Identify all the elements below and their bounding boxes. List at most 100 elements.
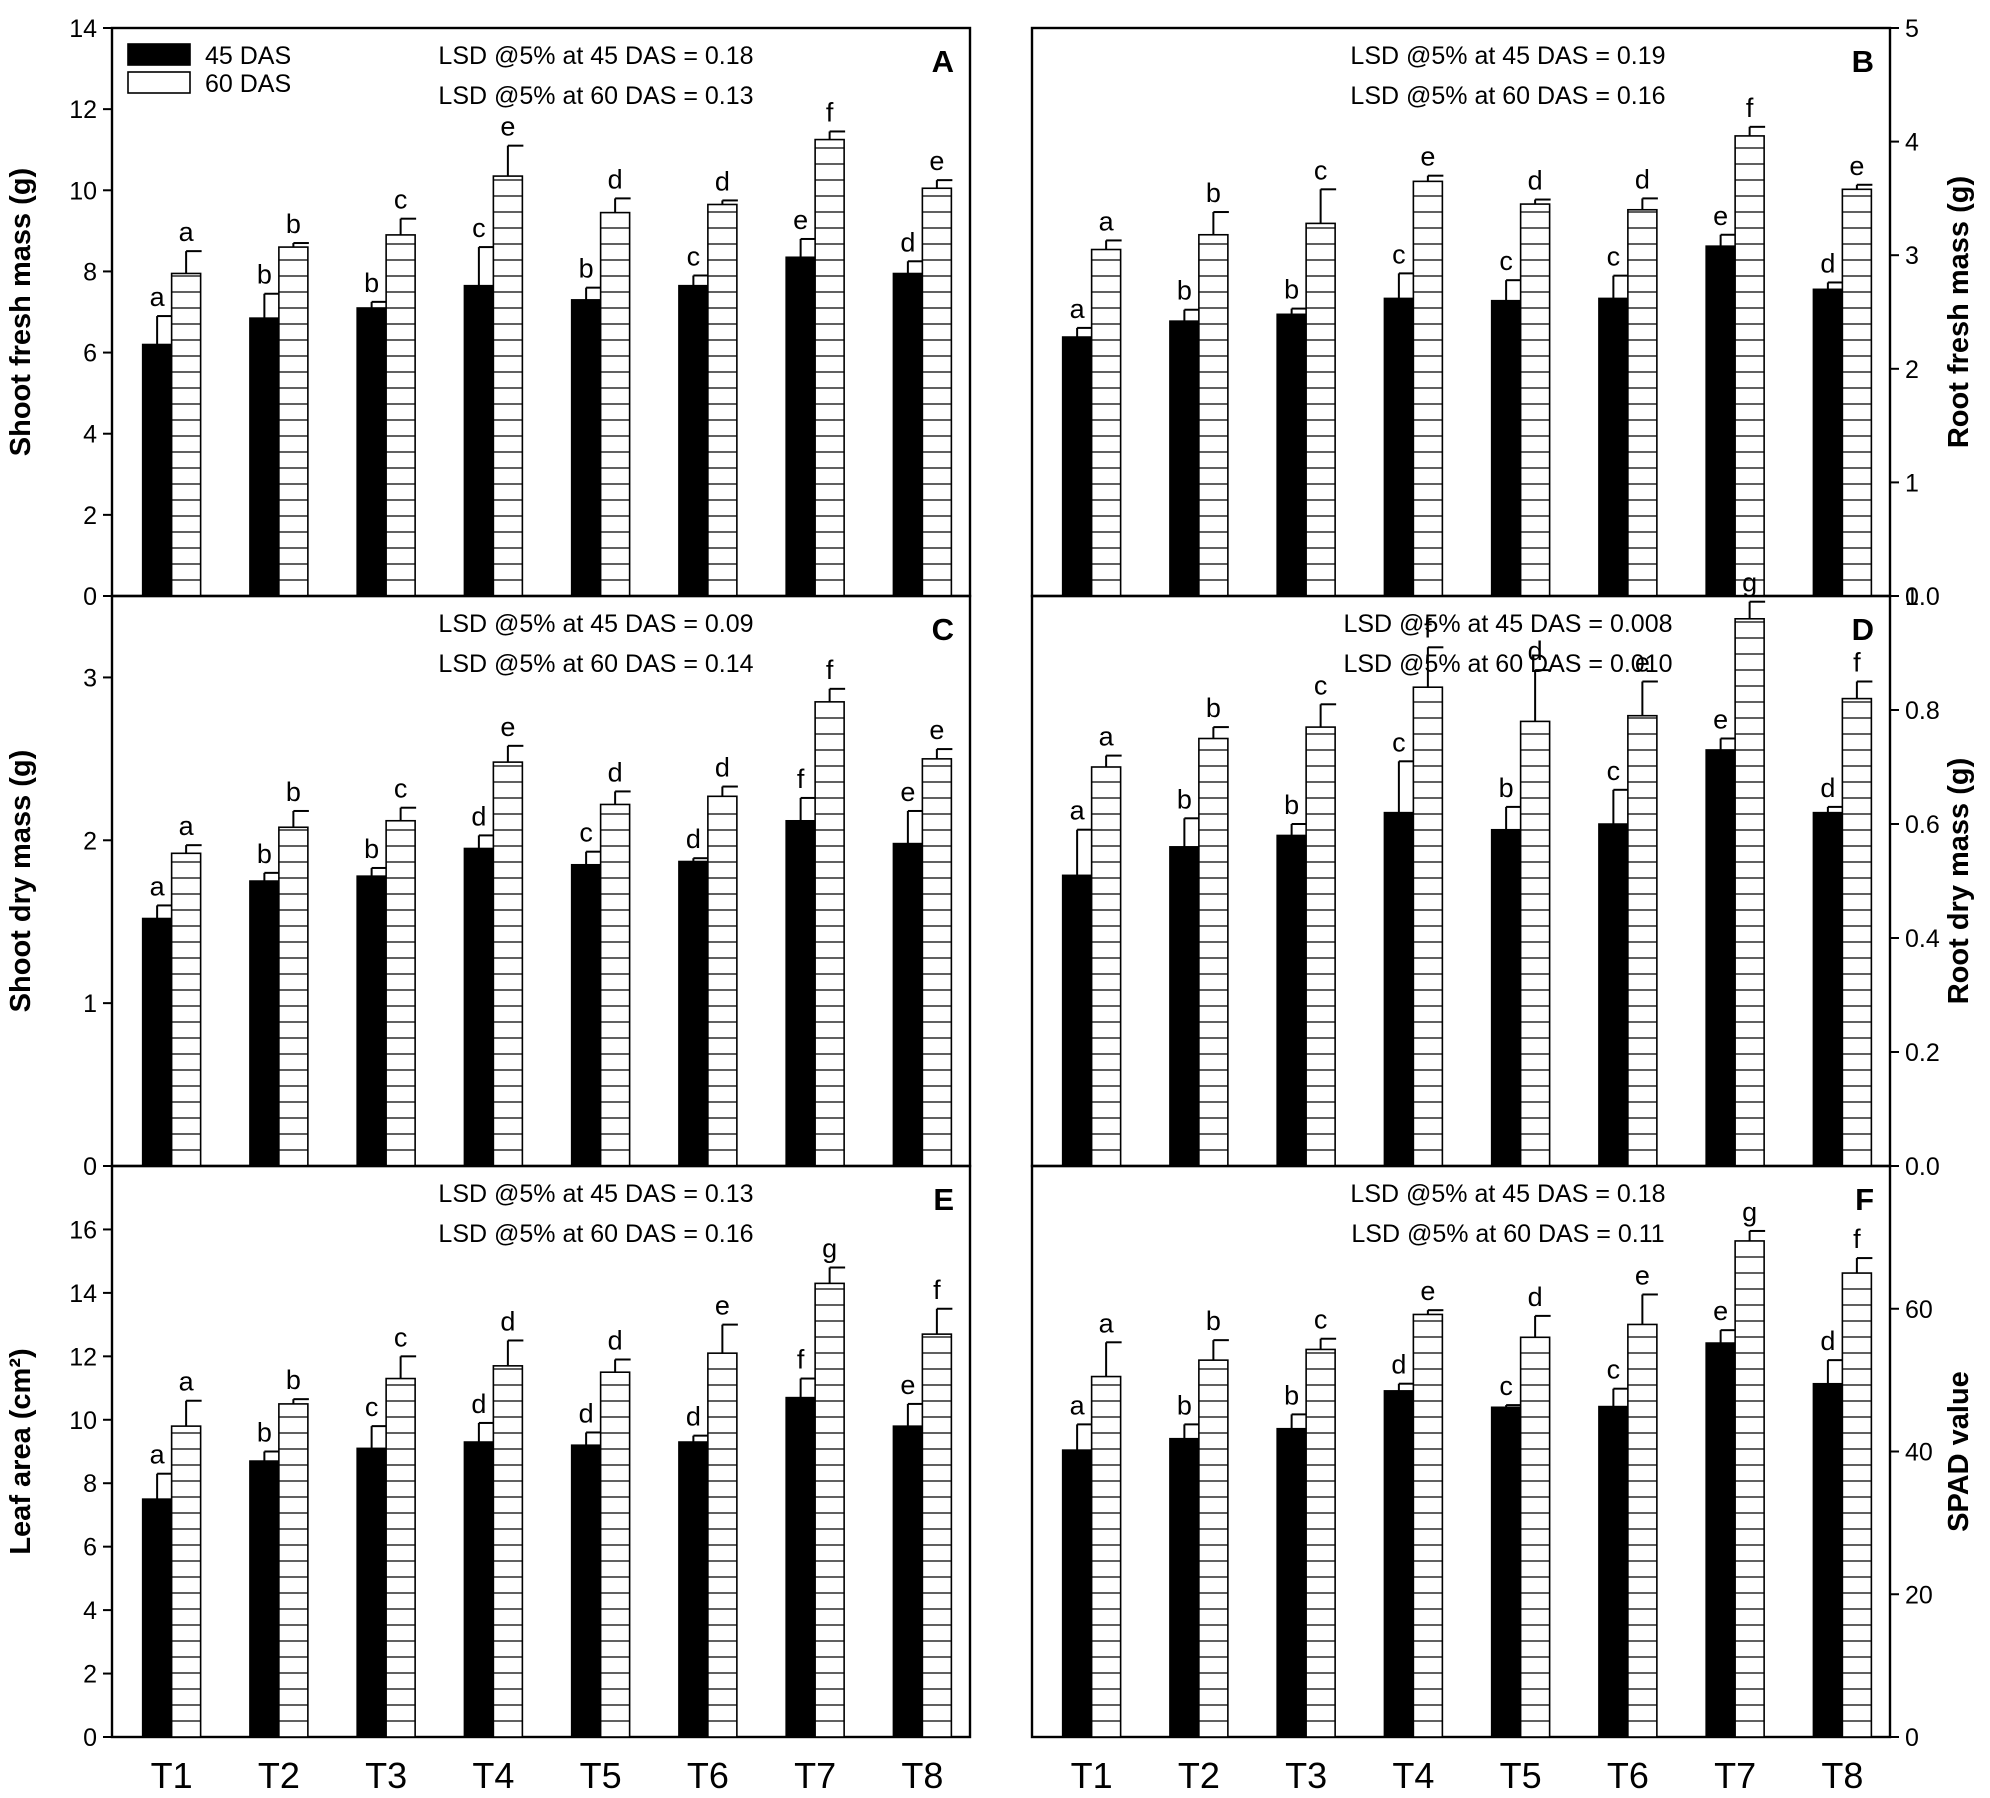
y-tick-label: 20	[1905, 1581, 1933, 1609]
bar-60das-t5	[599, 803, 631, 1167]
y-tick-label: 0	[83, 583, 97, 611]
significance-letter: d	[1528, 636, 1543, 666]
significance-letter: a	[1099, 722, 1115, 752]
bar-45das-t6	[678, 284, 709, 597]
significance-letter: d	[1820, 773, 1835, 803]
significance-letter: g	[1742, 1197, 1757, 1227]
bar-60das-t3	[1305, 726, 1336, 1167]
legend-swatch	[127, 43, 191, 66]
panel-d: 0.0 0.2 0.4 0.6 0.8 1.0 Root dry mass (g) D LSD …	[1030, 568, 1975, 1181]
y-tick-label: 12	[69, 1343, 97, 1371]
y-tick-label: 0.8	[1905, 697, 1940, 725]
bar-45das-t2	[1169, 320, 1200, 597]
panel-a: 0 2 4 6 8 10 12 14 Shoot fresh mass (g) A LSD @5% …	[5, 15, 972, 611]
panel-e: 0 2 4 6 8 10 12 14 16 Leaf area (cm²) E LSD @5% at …	[5, 1164, 972, 1752]
y-axis-label: Root fresh mass (g)	[1943, 176, 1975, 448]
legend-label: 60 DAS	[205, 70, 291, 98]
significance-letter: e	[715, 1291, 730, 1321]
bar-60das-t8	[921, 187, 953, 597]
significance-letter: e	[1635, 1260, 1650, 1290]
bar-45das-t4	[463, 1441, 495, 1738]
y-tick-label: 0	[1905, 1724, 1919, 1752]
significance-letter: c	[1607, 756, 1621, 786]
bar-60das-t7	[1734, 617, 1765, 1167]
x-category-label: T8	[1821, 1755, 1863, 1796]
significance-letter: d	[500, 1306, 515, 1336]
significance-letter: e	[1635, 648, 1650, 678]
x-category-label: T4	[1392, 1755, 1434, 1796]
significance-letter: d	[608, 164, 623, 194]
y-tick-label: 8	[83, 1470, 97, 1498]
bar-45das-t5	[1490, 1406, 1522, 1738]
significance-letter: b	[1284, 790, 1299, 820]
significance-letter: f	[826, 655, 834, 685]
lsd-annotation: LSD @5% at 45 DAS = 0.008	[1343, 610, 1672, 638]
significance-letter: e	[900, 777, 915, 807]
x-category-label: T3	[1285, 1755, 1327, 1796]
significance-letter: d	[1820, 248, 1835, 278]
panel-label: C	[932, 612, 954, 647]
bar-60das-t7	[1734, 135, 1765, 597]
lsd-annotation: LSD @5% at 60 DAS = 0.16	[1350, 82, 1665, 110]
bar-45das-t4	[1383, 1390, 1415, 1738]
bar-60das-t1	[1090, 766, 1122, 1167]
x-category-label: T5	[1500, 1755, 1542, 1796]
lsd-annotation: LSD @5% at 45 DAS = 0.13	[438, 1180, 753, 1208]
significance-letter: a	[179, 1367, 195, 1397]
significance-letter: d	[608, 1326, 623, 1356]
bar-60das-t2	[1198, 1359, 1229, 1738]
x-category-label: T7	[794, 1755, 836, 1796]
bar-60das-t1	[170, 1425, 202, 1738]
significance-letter: b	[1284, 275, 1299, 305]
x-category-label: T2	[258, 1755, 300, 1796]
significance-letter: a	[1070, 1390, 1086, 1420]
significance-letter: d	[579, 1398, 594, 1428]
significance-letter: c	[1392, 727, 1406, 757]
significance-letter: e	[1849, 151, 1864, 181]
significance-letter: f	[826, 97, 834, 127]
bar-45das-t1	[141, 343, 173, 597]
y-tick-label: 4	[83, 421, 97, 449]
panel-label: F	[1855, 1182, 1874, 1217]
significance-letter: a	[1099, 206, 1115, 236]
y-tick-label: 1	[83, 990, 97, 1018]
y-tick-label: 0.6	[1905, 811, 1940, 839]
significance-letter: b	[1206, 178, 1221, 208]
panel-label: E	[933, 1182, 954, 1217]
significance-letter: b	[1284, 1380, 1299, 1410]
y-tick-label: 3	[1905, 242, 1919, 270]
bar-45das-t4	[1383, 297, 1415, 597]
bar-60das-t3	[1305, 222, 1336, 597]
x-category-label: T6	[687, 1755, 729, 1796]
lsd-annotation: LSD @5% at 45 DAS = 0.09	[438, 610, 753, 638]
significance-letter: d	[1391, 1350, 1406, 1380]
significance-letter: d	[686, 1402, 701, 1432]
significance-letter: d	[1528, 1282, 1543, 1312]
significance-letter: c	[394, 774, 408, 804]
bar-45das-t3	[356, 307, 387, 597]
y-axis-label: Shoot dry mass (g)	[5, 750, 37, 1013]
significance-letter: c	[1499, 1371, 1513, 1401]
significance-letter: c	[1607, 242, 1621, 272]
bar-45das-t2	[1169, 846, 1200, 1167]
bar-60das-t6	[1627, 1323, 1658, 1738]
bar-45das-t5	[1490, 828, 1522, 1167]
significance-letter: f	[1424, 613, 1432, 643]
significance-letter: d	[471, 1389, 486, 1419]
bar-45das-t4	[1383, 811, 1415, 1167]
bar-45das-t8	[1812, 811, 1844, 1167]
significance-letter: c	[1314, 155, 1328, 185]
bar-60das-t5	[1519, 203, 1551, 597]
y-tick-label: 2	[83, 827, 97, 855]
significance-letter: c	[1392, 239, 1406, 269]
bar-45das-t8	[1812, 288, 1844, 597]
bar-45das-t7	[1705, 749, 1736, 1167]
y-tick-label: 2	[83, 1661, 97, 1689]
bar-45das-t1	[1061, 336, 1093, 597]
bar-45das-t6	[678, 1441, 709, 1738]
bar-60das-t3	[385, 819, 416, 1167]
significance-letter: c	[394, 1322, 408, 1352]
bar-60das-t4	[492, 175, 524, 597]
bar-45das-t8	[892, 272, 924, 597]
